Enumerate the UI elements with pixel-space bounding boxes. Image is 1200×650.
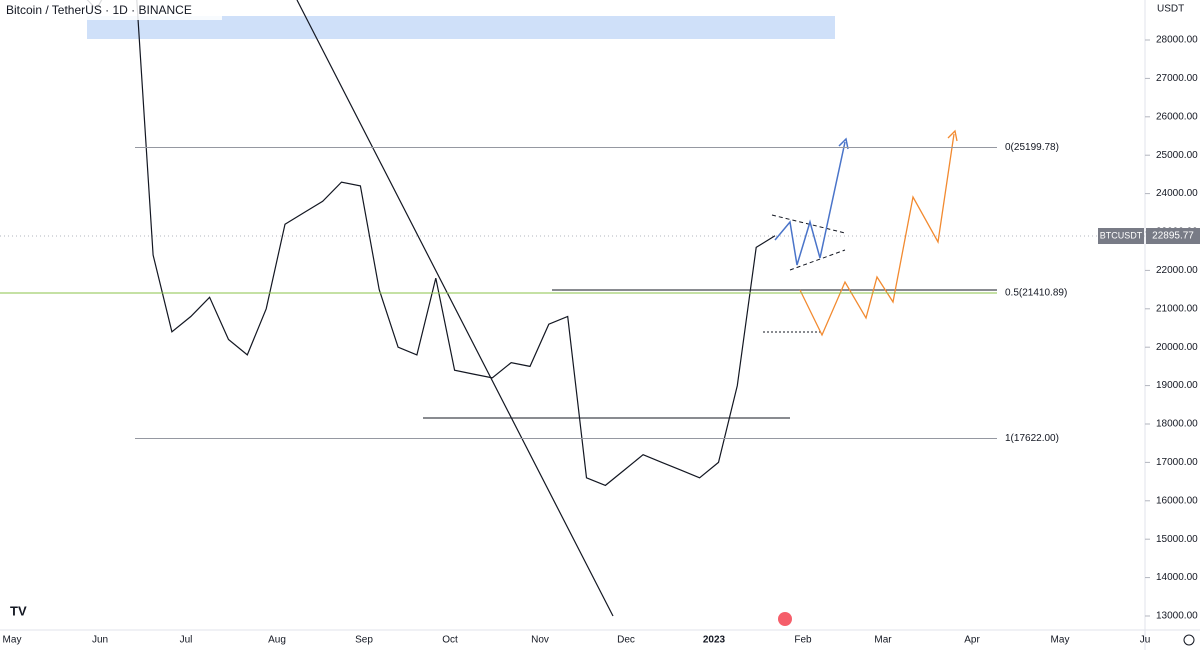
projection-blue	[774, 141, 846, 266]
settings-icon	[1183, 634, 1195, 646]
title-bg	[0, 0, 222, 20]
price-tag	[1146, 228, 1200, 245]
chart-title: Bitcoin / TetherUS · 1D · BINANCE	[6, 3, 192, 17]
fib-label: 1(17622.00)	[1005, 433, 1059, 444]
x-tick-label: May	[3, 635, 22, 646]
arrow-head	[838, 137, 849, 150]
x-tick-label: 2023	[703, 635, 726, 646]
trend-line	[296, 0, 614, 617]
symbol-label: BTCUSDT	[1100, 230, 1143, 240]
y-tick-label: 17000.00	[1156, 457, 1198, 468]
projection-orange	[799, 133, 955, 337]
fib-label: 0.5(21410.89)	[1005, 288, 1067, 299]
y-tick-label: 27000.00	[1156, 73, 1198, 84]
zone-rect	[87, 16, 835, 39]
y-tick-label: 25000.00	[1156, 150, 1198, 161]
y-tick-label: 16000.00	[1156, 495, 1198, 506]
y-tick-label: 24000.00	[1156, 188, 1198, 199]
y-tick-label: 22000.00	[1156, 265, 1198, 276]
event-icon	[778, 612, 792, 626]
price-label: 22895.77	[1152, 231, 1194, 242]
x-tick-label: Dec	[617, 635, 635, 646]
y-tick-label: 15000.00	[1156, 534, 1198, 545]
arrow-head	[947, 129, 958, 142]
x-tick-label: Aug	[268, 635, 286, 646]
y-tick-label: 26000.00	[1156, 111, 1198, 122]
x-tick-label: May	[1051, 635, 1070, 646]
y-tick-label: 19000.00	[1156, 380, 1198, 391]
y-tick-label: 28000.00	[1156, 35, 1198, 46]
x-tick-label: Sep	[355, 635, 373, 646]
x-tick-label: Apr	[964, 635, 980, 646]
symbol-tag	[1098, 228, 1144, 245]
x-tick-label: Ju	[1140, 635, 1151, 646]
x-tick-label: Oct	[442, 635, 458, 646]
x-tick-label: Nov	[531, 635, 549, 646]
x-tick-label: Mar	[874, 635, 892, 646]
fib-label: 0(25199.78)	[1005, 142, 1059, 153]
x-tick-label: Jul	[180, 635, 193, 646]
y-tick-label: 18000.00	[1156, 419, 1198, 430]
y-tick-label: 21000.00	[1156, 303, 1198, 314]
x-tick-label: Jun	[92, 635, 108, 646]
price-series	[86, 0, 776, 487]
currency: USDT	[1157, 4, 1184, 15]
y-tick-label: 20000.00	[1156, 342, 1198, 353]
triangle	[771, 214, 846, 271]
logo: TV	[10, 603, 27, 618]
y-tick-label: 14000.00	[1156, 572, 1198, 583]
x-tick-label: Feb	[794, 635, 812, 646]
y-tick-label: 13000.00	[1156, 611, 1198, 622]
